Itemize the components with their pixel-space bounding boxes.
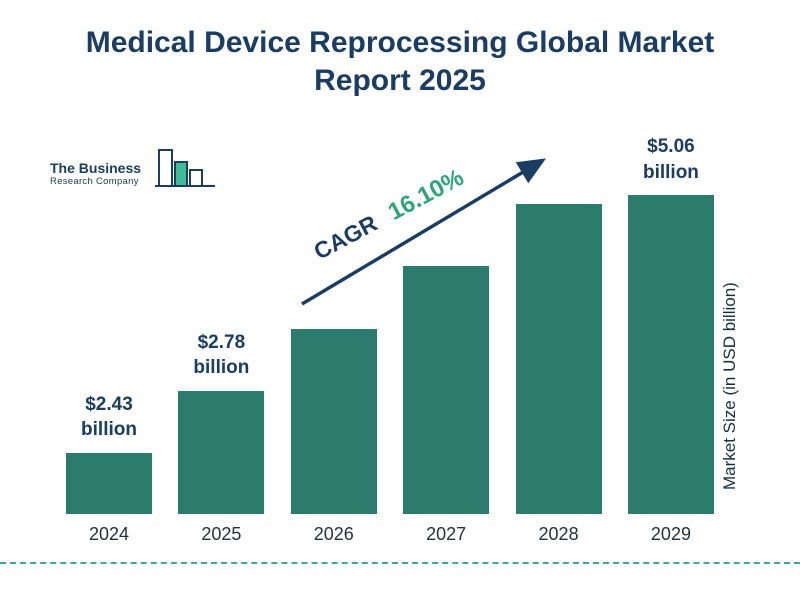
x-tick-label: 2025 — [201, 524, 242, 544]
bar-2025 — [178, 391, 265, 514]
bar-value-label: $2.78 billion — [193, 331, 250, 379]
x-tick-label: 2028 — [538, 524, 579, 544]
page-title-line1: Medical Device Reprocessing Global Marke… — [85, 26, 715, 59]
logo-line2: Research Company — [50, 175, 139, 187]
bar-2029 — [627, 195, 714, 514]
bar-chart-logo-icon — [155, 149, 216, 187]
x-tick-label: 2026 — [313, 524, 354, 544]
bar-group — [515, 134, 602, 514]
x-tick-label: 2027 — [426, 524, 467, 544]
bar-group: $5.06 billion — [627, 134, 714, 514]
company-logo: The Business Research Company — [50, 148, 217, 200]
bar-group — [290, 134, 377, 514]
bar-2027 — [403, 266, 490, 514]
bar-value-label: $5.06 billion — [642, 136, 699, 183]
bar-2028 — [515, 204, 602, 514]
bar-2026 — [290, 329, 377, 514]
bar-group — [403, 134, 490, 514]
bar-group: $2.43 billion — [66, 134, 152, 514]
y-axis-label: Market Size (in USD billion) — [720, 282, 739, 490]
page-title-line2: Report 2025 — [314, 63, 486, 97]
x-tick-label: 2029 — [650, 524, 691, 544]
bottom-dashed-divider — [0, 562, 800, 564]
logo-line1: The Business — [50, 160, 142, 177]
cagr-trend-arrow-icon — [301, 158, 547, 306]
x-tick-label: 2024 — [88, 524, 130, 544]
page-title: Medical Device Reprocessing Global Marke… — [0, 24, 800, 99]
bar-value-label: $2.43 billion — [81, 393, 137, 441]
company-logo-text: The Business Research Company — [50, 160, 141, 187]
bar-group: $2.78 billion — [178, 134, 265, 514]
year-axis: 2024 2025 2026 2027 2028 2029 — [66, 524, 714, 545]
bar-2024 — [66, 453, 152, 514]
bar-area: $2.43 billion $2.78 billion $5.06 billion — [66, 134, 714, 514]
